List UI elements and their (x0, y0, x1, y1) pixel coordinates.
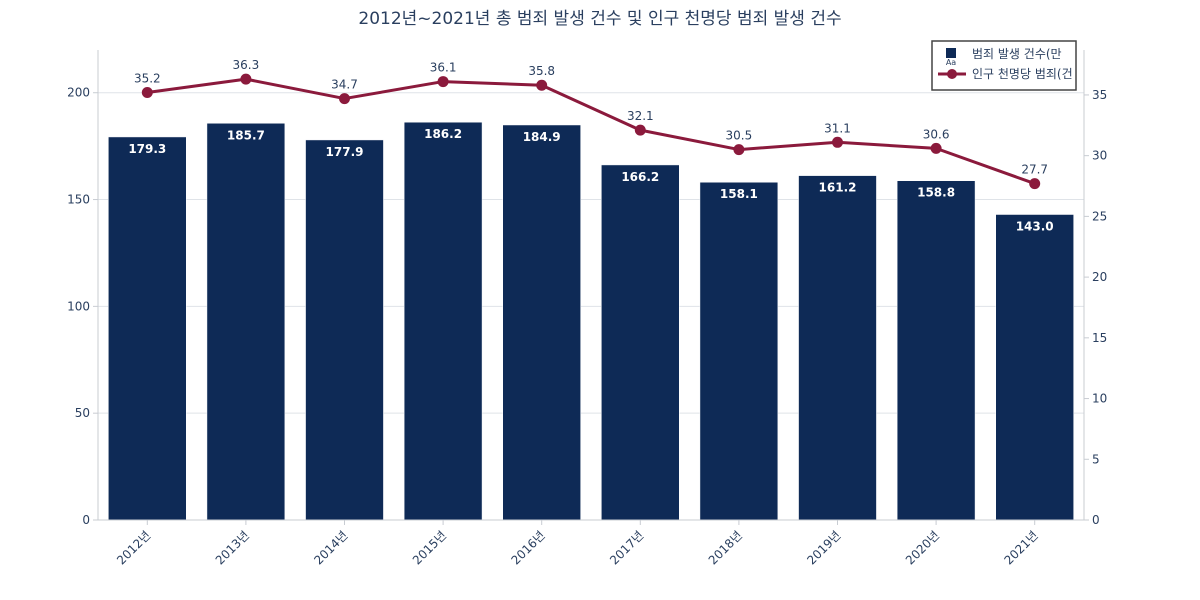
line-point (733, 144, 745, 156)
bar-value-label: 158.1 (720, 187, 758, 201)
line-value-label: 34.7 (331, 78, 358, 92)
y2-tick-label: 30 (1092, 149, 1107, 163)
line-point (1029, 178, 1041, 190)
bar (995, 214, 1074, 521)
y2-tick-label: 0 (1092, 513, 1100, 527)
x-tick-label: 2017년 (607, 528, 646, 567)
bar (896, 180, 976, 521)
y-tick-label: 0 (82, 513, 90, 527)
x-tick-label: 2021년 (1002, 528, 1041, 567)
x-tick-label: 2020년 (903, 528, 942, 567)
bar (108, 136, 187, 521)
bar-value-label: 158.8 (917, 186, 955, 200)
legend-bar-marker-text: Aa (946, 58, 956, 67)
x-tick-label: 2012년 (114, 528, 153, 567)
line-point (930, 142, 942, 154)
bar-value-label: 161.2 (819, 181, 857, 195)
line-series: 35.2 36.3 34.7 36.1 35.8 32.1 30.5 31.1 30.6 27.7 (134, 58, 1048, 190)
legend-bar-label: 범죄 발생 건수(만 (972, 47, 1062, 61)
line-value-label: 27.7 (1021, 163, 1048, 177)
bar-series: 179.3 185.7 177.9 186.2 184.9 166.2 158.1 161.2… (108, 121, 1074, 521)
y2-tick-label: 35 (1092, 88, 1107, 102)
line-value-label: 36.1 (430, 61, 457, 75)
bar-value-label: 186.2 (424, 127, 462, 141)
y2-tick-label: 15 (1092, 331, 1107, 345)
line-value-label: 32.1 (627, 109, 654, 123)
bar (601, 164, 680, 521)
x-tick-label: 2014년 (311, 528, 350, 567)
line-point (832, 136, 843, 148)
y2-tick-label: 10 (1092, 392, 1107, 406)
y2-tick-label: 20 (1092, 270, 1107, 284)
x-tick-label: 2016년 (509, 528, 548, 567)
line-point (536, 79, 548, 91)
line-point (437, 76, 449, 88)
legend-line-marker (947, 69, 957, 79)
legend-line-label: 인구 천명당 범죄(건 (972, 66, 1073, 81)
bar (502, 124, 581, 521)
bar-value-label: 179.3 (128, 142, 166, 156)
bar (798, 175, 877, 521)
chart-title: 2012년~2021년 총 범죄 발생 건수 및 인구 천명당 범죄 발생 건수 (358, 9, 841, 29)
x-tick-label: 2013년 (213, 528, 252, 567)
y-tick-label: 200 (67, 86, 90, 100)
y-tick-label: 100 (67, 299, 90, 313)
bar-value-label: 143.0 (1016, 220, 1054, 234)
x-tick-label: 2015년 (410, 528, 449, 567)
y2-tick-label: 5 (1092, 452, 1100, 466)
bar-value-label: 184.9 (523, 130, 561, 144)
legend-items: Aa 범죄 발생 건수(만인구 천명당 범죄(건 (938, 47, 1073, 81)
bar-value-label: 177.9 (326, 145, 364, 159)
line-value-label: 30.6 (923, 127, 950, 141)
series-line (147, 77, 1036, 186)
line-point (240, 73, 252, 85)
bar (206, 123, 286, 521)
line-point (634, 124, 646, 136)
line-point (141, 87, 153, 99)
y2-tick-label: 25 (1092, 209, 1107, 223)
line-point (339, 93, 350, 105)
line-value-label: 30.5 (726, 129, 753, 143)
bar (403, 121, 483, 521)
bar (699, 181, 779, 521)
bar-value-label: 185.7 (227, 128, 265, 142)
x-tick-label: 2018년 (706, 528, 745, 567)
line-value-label: 31.1 (824, 121, 851, 135)
y-tick-label: 50 (75, 406, 90, 420)
x-tick-label: 2019년 (804, 528, 843, 567)
bar-value-label: 166.2 (621, 170, 659, 184)
y-tick-label: 150 (67, 193, 90, 207)
line-value-label: 35.8 (528, 64, 555, 78)
line-value-label: 35.2 (134, 72, 161, 86)
bar (305, 139, 384, 521)
legend-bar-swatch (946, 48, 956, 58)
legend[interactable]: Aa 범죄 발생 건수(만인구 천명당 범죄(건 (931, 40, 1077, 91)
line-value-label: 36.3 (233, 58, 260, 72)
